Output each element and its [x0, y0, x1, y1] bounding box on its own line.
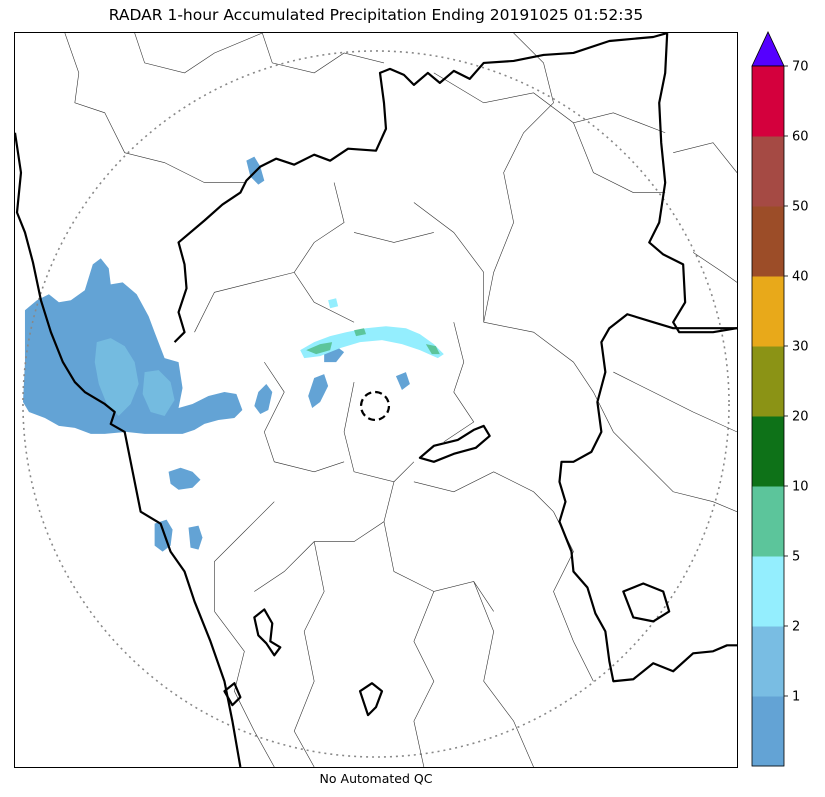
precip-area-south3 — [188, 525, 203, 550]
precip-small-north — [328, 298, 339, 309]
state-boundary-inner — [418, 424, 491, 463]
precip-area-east — [395, 372, 410, 391]
district-line — [343, 381, 415, 483]
coastline — [15, 132, 242, 767]
state-boundaries — [15, 33, 737, 767]
district-line — [293, 182, 355, 323]
district-line — [443, 322, 475, 443]
district-line — [673, 142, 737, 173]
district-line — [413, 202, 485, 323]
district-line — [413, 471, 554, 512]
district-line — [573, 122, 666, 193]
district-line — [433, 72, 666, 134]
district-line — [64, 33, 247, 183]
precipitation-layer — [22, 156, 444, 552]
radar-site-marker — [359, 390, 391, 422]
precip-band-teal2 — [354, 328, 367, 337]
state-boundary-north — [173, 33, 668, 343]
colorbar-tick-label: 30 — [792, 340, 809, 355]
precip-band-teal3 — [425, 344, 440, 355]
precip-band-cyan — [300, 326, 444, 359]
precip-area-west — [22, 258, 243, 434]
precip-area-center1 — [308, 374, 329, 408]
district-line — [692, 252, 737, 283]
precip-area-midwest — [254, 384, 273, 414]
colorbar-tick-label: 40 — [792, 270, 809, 285]
district-line — [293, 541, 325, 767]
district-line — [353, 232, 434, 243]
district-line — [483, 321, 594, 393]
district-line — [613, 371, 737, 433]
district-line — [593, 391, 634, 453]
radar-range-ring — [22, 50, 730, 758]
district-line — [473, 581, 534, 767]
district-line — [263, 361, 345, 473]
colorbar-bin — [752, 556, 784, 627]
district-line — [553, 511, 594, 682]
qc-note: No Automated QC — [319, 771, 433, 786]
precip-area-west-core2 — [142, 370, 175, 416]
district-line — [194, 272, 295, 333]
colorbar-tick-label: 70 — [792, 60, 809, 75]
map-title: RADAR 1-hour Accumulated Precipitation E… — [108, 6, 644, 24]
colorbar: 1 2 5 10 20 30 40 50 60 70 — [751, 31, 809, 767]
precip-area-west-core — [94, 338, 139, 416]
colorbar-tick-label: 10 — [792, 480, 809, 495]
district-line — [254, 481, 395, 592]
enclave-3 — [223, 682, 242, 707]
colorbar-tick-label: 1 — [792, 690, 800, 705]
state-boundary-island — [622, 582, 671, 623]
state-boundary-east — [648, 33, 737, 334]
state-boundary-southeast — [558, 313, 737, 683]
colorbar-tick-label: 5 — [792, 550, 800, 565]
colorbar-bin — [752, 66, 784, 137]
district-line — [633, 451, 737, 512]
district-line — [483, 33, 554, 323]
colorbar-ticks: 1 2 5 10 20 30 40 50 60 70 — [784, 60, 809, 705]
district-line — [262, 33, 385, 74]
colorbar-bin — [752, 276, 784, 347]
colorbar-bin — [752, 206, 784, 277]
colorbar-extend-triangle — [751, 31, 785, 67]
colorbar-bin — [752, 136, 784, 207]
enclave-1 — [253, 608, 282, 657]
district-line — [413, 591, 435, 767]
colorbar-bins — [752, 66, 784, 767]
district-line — [134, 33, 263, 74]
colorbar-bin — [752, 416, 784, 487]
precip-band-teal — [306, 342, 333, 355]
enclave-2 — [358, 682, 384, 717]
district-line — [383, 521, 494, 612]
colorbar-bin — [752, 626, 784, 697]
colorbar-tick-label: 20 — [792, 410, 809, 425]
colorbar-bin — [752, 696, 784, 767]
district-line — [214, 611, 275, 767]
colorbar-bin — [752, 346, 784, 417]
colorbar-tick-label: 2 — [792, 620, 800, 635]
district-line — [214, 501, 275, 612]
radar-map — [14, 32, 738, 768]
colorbar-bin — [752, 486, 784, 557]
colorbar-tick-label: 60 — [792, 130, 809, 145]
colorbar-tick-label: 50 — [792, 200, 809, 215]
district-boundaries — [64, 33, 737, 767]
precip-area-south1 — [168, 467, 201, 490]
